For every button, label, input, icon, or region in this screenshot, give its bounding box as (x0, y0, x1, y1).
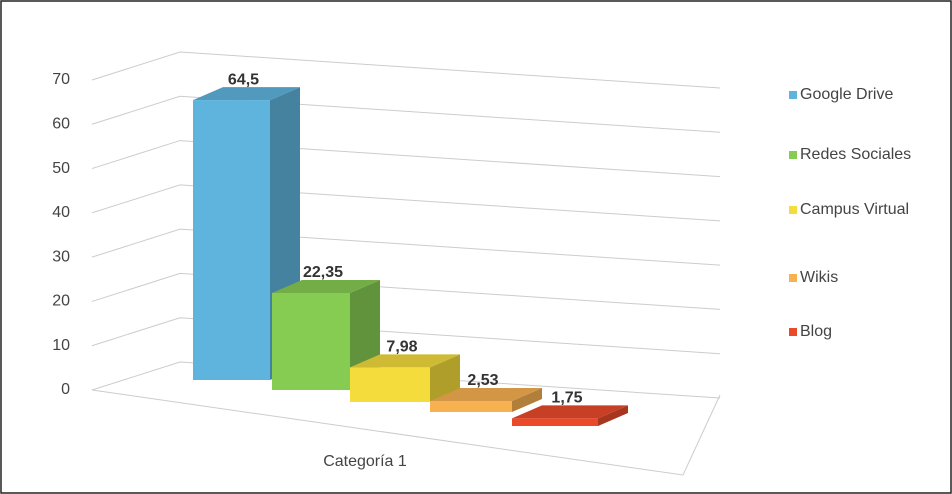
legend-swatch (789, 151, 797, 159)
y-tick-label: 70 (52, 71, 70, 88)
y-tick-label: 40 (52, 204, 70, 221)
grid-line (91, 228, 721, 266)
y-tick-label: 20 (52, 293, 70, 310)
grid-line (91, 95, 721, 133)
grid-line (91, 51, 721, 89)
x-tick-label: Categoría 1 (323, 453, 407, 470)
bar-side (430, 354, 460, 402)
bar-top (350, 354, 460, 368)
y-tick-label: 0 (61, 381, 70, 398)
grid-line (91, 184, 721, 222)
bar-side (598, 405, 628, 426)
bar (272, 293, 350, 390)
bar (430, 401, 512, 412)
grid-line (91, 272, 721, 310)
bar-top (193, 87, 300, 101)
y-tick-label: 50 (52, 160, 70, 177)
legend-swatch (789, 206, 797, 214)
grid-line (91, 317, 721, 355)
bar-top (430, 388, 542, 402)
value-label: 2,53 (467, 372, 498, 389)
legend-label: Google Drive (800, 86, 893, 103)
bar (193, 100, 270, 380)
floor-edge (91, 389, 721, 476)
value-label: 64,5 (228, 71, 259, 88)
legend-label: Campus Virtual (800, 201, 909, 218)
bar (350, 367, 430, 402)
bar-top (272, 280, 380, 294)
grid-line (91, 140, 721, 178)
bar-top (512, 405, 628, 419)
y-tick-label: 60 (52, 116, 70, 133)
value-label: 22,35 (303, 264, 343, 281)
bar-side (512, 388, 542, 412)
legend-label: Redes Sociales (800, 146, 911, 163)
y-tick-label: 30 (52, 248, 70, 265)
bar (512, 418, 598, 426)
grid-line (91, 361, 721, 399)
legend-swatch (789, 274, 797, 282)
value-label: 7,98 (386, 339, 417, 356)
legend-swatch (789, 91, 797, 99)
legend-swatch (789, 328, 797, 336)
value-label: 1,75 (551, 390, 582, 407)
legend-label: Blog (800, 323, 832, 340)
y-tick-label: 10 (52, 337, 70, 354)
legend-label: Wikis (800, 269, 838, 286)
